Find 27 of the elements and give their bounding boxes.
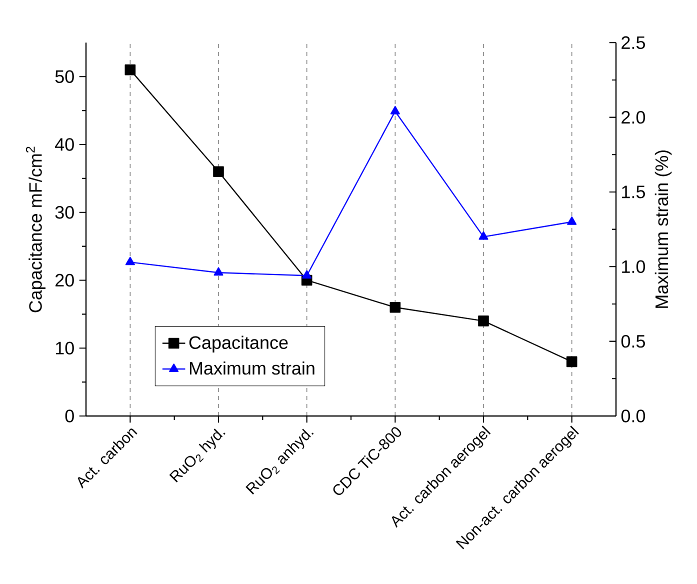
legend-label: Capacitance [189,336,288,353]
y2-tick-label: 2.5 [622,36,645,50]
point [566,356,578,368]
y2-tick-label: 1.5 [622,186,645,198]
y2-tick-label: 0.0 [621,410,646,422]
y-tick-label: 40 [55,138,74,151]
point [567,216,577,225]
point [214,267,224,276]
y-tick-label: 20 [56,274,74,287]
point [390,302,401,313]
y-tick-label: 50 [55,70,74,83]
y2-tick-label: 2.0 [622,110,646,124]
y2-tick-label: 0.5 [621,334,645,348]
y-axis-title: Capacitance mF/cm$^{2}$ [26,146,46,312]
point [125,256,135,266]
y-tick-label: 0 [65,410,74,422]
point [390,106,400,114]
legend-label: Maximum strain [190,361,314,375]
point [213,166,224,178]
y-tick-label: 10 [56,342,74,354]
y2-axis-title: Maximum strain (%) [654,150,672,308]
point [302,270,312,279]
y2-tick-label: 1.0 [622,260,646,274]
point [478,316,489,326]
y-tick-label: 30 [55,206,74,219]
point [124,64,136,76]
point [478,231,488,240]
